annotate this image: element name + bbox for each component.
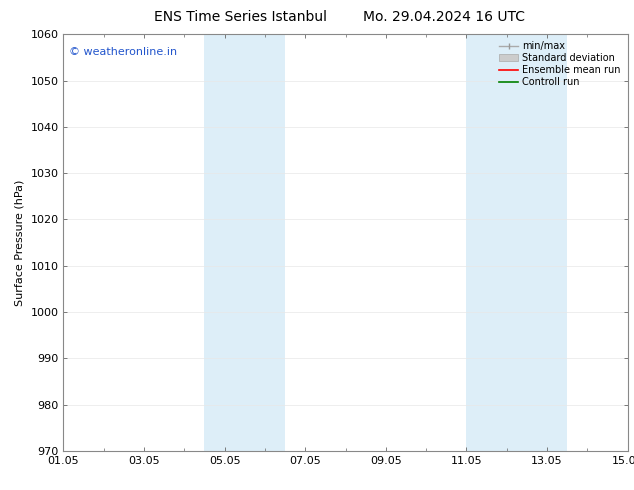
Text: ENS Time Series Istanbul: ENS Time Series Istanbul — [155, 10, 327, 24]
Text: © weatheronline.in: © weatheronline.in — [69, 47, 177, 57]
Text: Mo. 29.04.2024 16 UTC: Mo. 29.04.2024 16 UTC — [363, 10, 525, 24]
Bar — [204, 34, 285, 451]
Bar — [467, 34, 567, 451]
Y-axis label: Surface Pressure (hPa): Surface Pressure (hPa) — [15, 179, 25, 306]
Legend: min/max, Standard deviation, Ensemble mean run, Controll run: min/max, Standard deviation, Ensemble me… — [497, 39, 623, 89]
